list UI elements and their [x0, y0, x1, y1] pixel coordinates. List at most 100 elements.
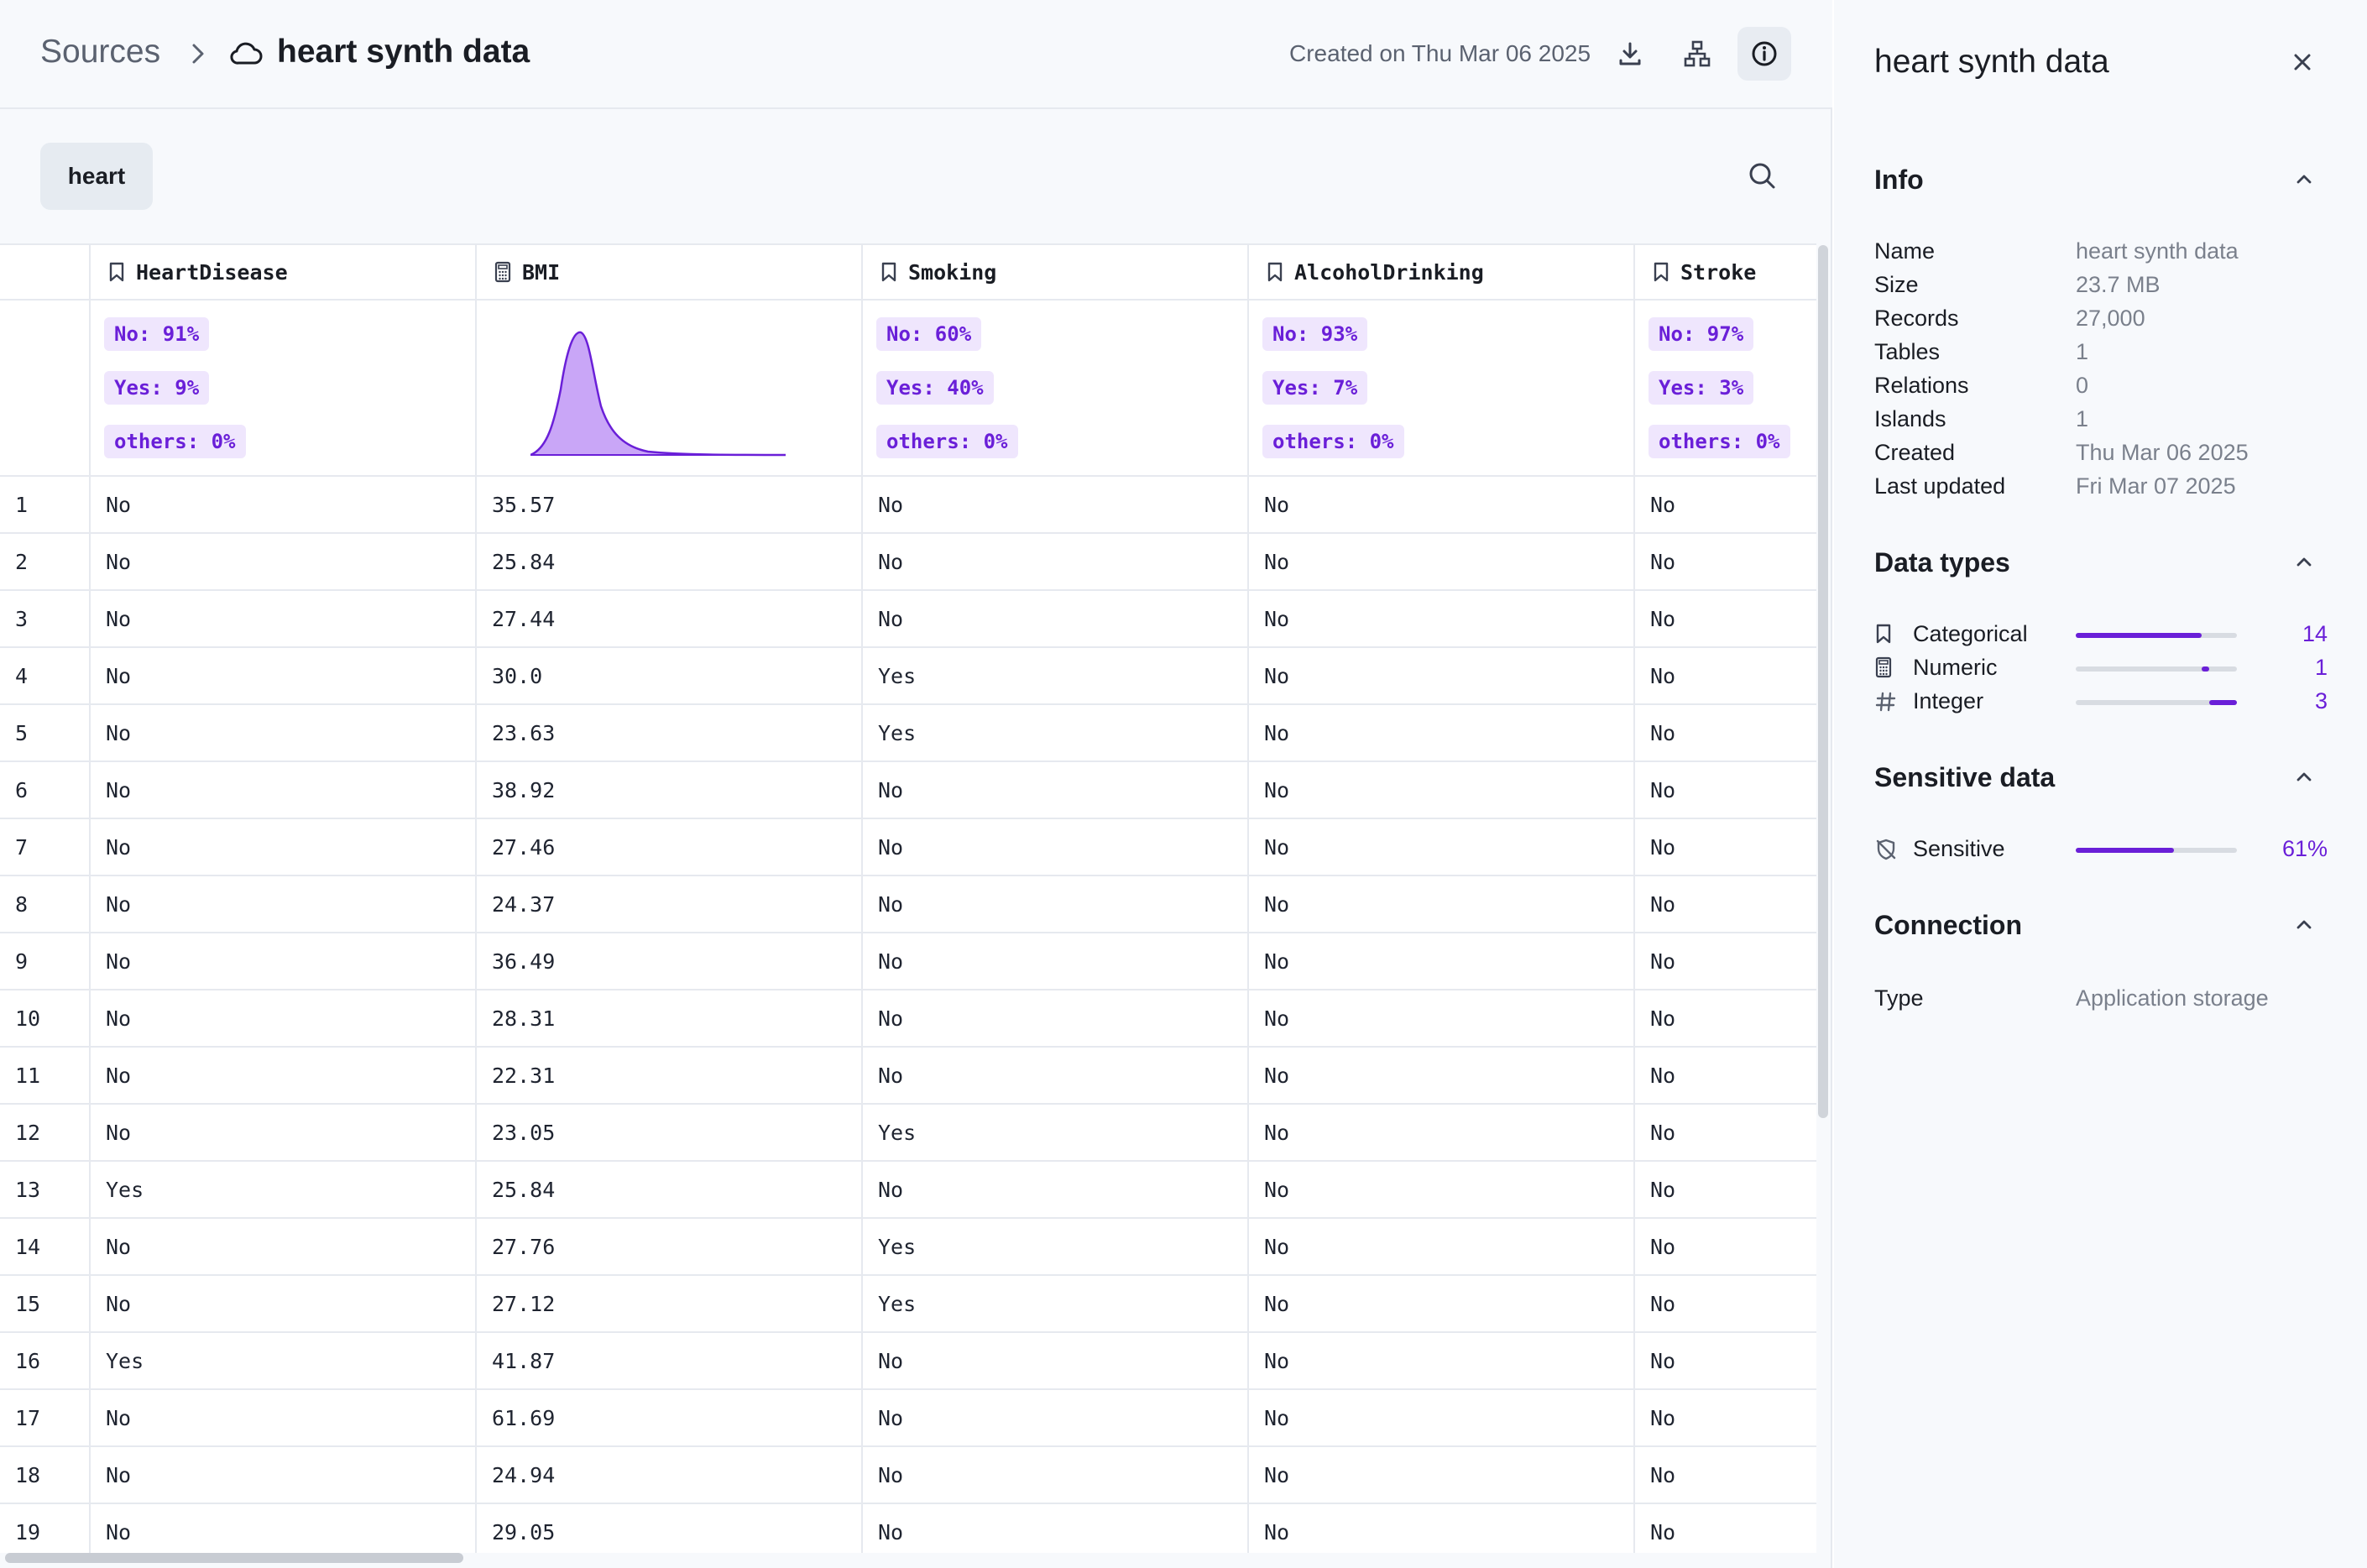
table-cell[interactable]: No [1635, 1162, 1816, 1219]
table-cell[interactable]: No [863, 819, 1247, 876]
table-cell[interactable]: No [1635, 648, 1816, 705]
table-cell[interactable]: No [1635, 1105, 1816, 1162]
table-cell[interactable]: Yes [91, 1333, 475, 1390]
table-cell[interactable]: No [1635, 933, 1816, 990]
table-cell[interactable]: No [1635, 1390, 1816, 1447]
table-cell[interactable]: 24.37 [477, 876, 861, 933]
table-cell[interactable]: No [1249, 591, 1633, 648]
table-cell[interactable]: No [91, 1390, 475, 1447]
table-cell[interactable]: No [863, 477, 1247, 534]
table-cell[interactable]: No [1635, 876, 1816, 933]
table-cell[interactable]: No [1635, 591, 1816, 648]
column-header[interactable]: AlcoholDrinking [1249, 245, 1633, 301]
table-cell[interactable]: No [863, 762, 1247, 819]
table-cell[interactable]: 36.49 [477, 933, 861, 990]
breadcrumb-sources-link[interactable]: Sources [40, 34, 161, 70]
table-cell[interactable]: No [1249, 819, 1633, 876]
table-cell[interactable]: No [1635, 1447, 1816, 1504]
table-cell[interactable]: 23.63 [477, 705, 861, 762]
table-cell[interactable]: Yes [863, 1276, 1247, 1333]
table-cell[interactable]: 35.57 [477, 477, 861, 534]
table-cell[interactable]: No [91, 1048, 475, 1105]
column-header[interactable]: HeartDisease [91, 245, 475, 301]
table-cell[interactable]: 28.31 [477, 990, 861, 1048]
table-cell[interactable]: Yes [863, 1105, 1247, 1162]
column-header[interactable]: BMI [477, 245, 861, 301]
table-cell[interactable]: No [863, 1390, 1247, 1447]
schema-button[interactable] [1670, 27, 1724, 81]
table-cell[interactable]: 25.84 [477, 1162, 861, 1219]
table-cell[interactable]: No [863, 534, 1247, 591]
table-cell[interactable]: No [863, 990, 1247, 1048]
table-cell[interactable]: No [863, 1162, 1247, 1219]
table-cell[interactable]: No [91, 876, 475, 933]
table-cell[interactable]: No [1249, 705, 1633, 762]
table-cell[interactable]: No [1249, 1504, 1633, 1553]
table-cell[interactable]: 27.44 [477, 591, 861, 648]
table-cell[interactable]: 61.69 [477, 1390, 861, 1447]
search-icon[interactable] [1746, 159, 1779, 193]
table-cell[interactable]: No [863, 1048, 1247, 1105]
table-cell[interactable]: 27.76 [477, 1219, 861, 1276]
table-cell[interactable]: No [91, 477, 475, 534]
column-header[interactable]: Smoking [863, 245, 1247, 301]
close-icon[interactable] [2287, 47, 2317, 77]
table-cell[interactable]: No [91, 1219, 475, 1276]
chevron-up-icon[interactable] [2291, 764, 2317, 789]
table-cell[interactable]: Yes [863, 1219, 1247, 1276]
table-cell[interactable]: No [1249, 1162, 1633, 1219]
table-cell[interactable]: No [1249, 648, 1633, 705]
table-cell[interactable]: Yes [91, 1162, 475, 1219]
table-cell[interactable]: No [1249, 534, 1633, 591]
table-cell[interactable]: No [1635, 1219, 1816, 1276]
table-cell[interactable]: No [1249, 1048, 1633, 1105]
table-cell[interactable]: 24.94 [477, 1447, 861, 1504]
table-cell[interactable]: No [1635, 705, 1816, 762]
column-header[interactable]: Stroke [1635, 245, 1816, 301]
table-cell[interactable]: No [1635, 1276, 1816, 1333]
vertical-scrollbar[interactable] [1818, 245, 1828, 1118]
table-cell[interactable]: 22.31 [477, 1048, 861, 1105]
table-cell[interactable]: No [863, 933, 1247, 990]
table-cell[interactable]: No [91, 1276, 475, 1333]
chevron-up-icon[interactable] [2291, 166, 2317, 191]
table-cell[interactable]: 41.87 [477, 1333, 861, 1390]
table-cell[interactable]: No [1635, 1333, 1816, 1390]
table-cell[interactable]: No [863, 591, 1247, 648]
table-cell[interactable]: No [91, 933, 475, 990]
table-cell[interactable]: No [863, 1504, 1247, 1553]
chevron-up-icon[interactable] [2291, 549, 2317, 574]
table-cell[interactable]: No [91, 819, 475, 876]
table-cell[interactable]: No [1249, 876, 1633, 933]
table-cell[interactable]: No [1635, 762, 1816, 819]
info-button[interactable] [1737, 27, 1791, 81]
table-cell[interactable]: No [1249, 990, 1633, 1048]
table-cell[interactable]: No [1249, 1333, 1633, 1390]
table-cell[interactable]: 27.12 [477, 1276, 861, 1333]
table-cell[interactable]: No [1635, 1504, 1816, 1553]
table-cell[interactable]: No [91, 1105, 475, 1162]
table-cell[interactable]: No [1635, 819, 1816, 876]
table-cell[interactable]: No [1635, 990, 1816, 1048]
table-cell[interactable]: No [1249, 762, 1633, 819]
chevron-up-icon[interactable] [2291, 912, 2317, 937]
table-cell[interactable]: No [91, 648, 475, 705]
table-cell[interactable]: No [1249, 1447, 1633, 1504]
table-cell[interactable]: No [1249, 1390, 1633, 1447]
download-button[interactable] [1603, 27, 1657, 81]
table-cell[interactable]: No [863, 876, 1247, 933]
table-cell[interactable]: No [91, 534, 475, 591]
table-cell[interactable]: 38.92 [477, 762, 861, 819]
horizontal-scrollbar[interactable] [5, 1553, 463, 1563]
table-cell[interactable]: No [91, 990, 475, 1048]
table-cell[interactable]: No [1249, 477, 1633, 534]
table-cell[interactable]: No [1249, 1276, 1633, 1333]
table-cell[interactable]: No [1249, 1219, 1633, 1276]
table-tab-heart[interactable]: heart [40, 143, 153, 210]
table-cell[interactable]: Yes [863, 648, 1247, 705]
table-cell[interactable]: 27.46 [477, 819, 861, 876]
table-cell[interactable]: No [1249, 1105, 1633, 1162]
table-cell[interactable]: 23.05 [477, 1105, 861, 1162]
table-cell[interactable]: No [91, 1504, 475, 1553]
table-cell[interactable]: 29.05 [477, 1504, 861, 1553]
